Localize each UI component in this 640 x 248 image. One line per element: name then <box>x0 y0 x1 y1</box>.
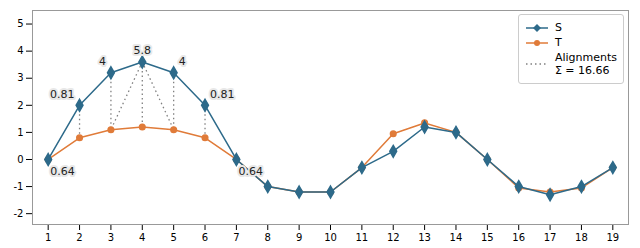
svg-text:2: 2 <box>17 100 23 111</box>
svg-text:6: 6 <box>202 232 208 243</box>
svg-text:11: 11 <box>356 232 369 243</box>
svg-text:10: 10 <box>324 232 337 243</box>
svg-text:3: 3 <box>17 72 23 83</box>
svg-text:13: 13 <box>418 232 431 243</box>
svg-text:5.8: 5.8 <box>134 44 152 57</box>
svg-text:0.81: 0.81 <box>210 88 235 101</box>
svg-text:-1: -1 <box>14 181 24 192</box>
svg-text:0.64: 0.64 <box>238 165 262 178</box>
svg-text:8: 8 <box>265 232 271 243</box>
svg-text:4: 4 <box>17 45 23 56</box>
svg-text:1: 1 <box>17 127 23 138</box>
svg-text:0.81: 0.81 <box>50 88 75 101</box>
svg-text:3: 3 <box>108 232 114 243</box>
svg-text:5: 5 <box>17 18 23 29</box>
svg-text:14: 14 <box>450 232 463 243</box>
html-text:Alignments Σ = 16.66: Alignments Σ = 16.66 <box>554 51 617 77</box>
svg-text:0: 0 <box>17 154 23 165</box>
svg-text:17: 17 <box>544 232 557 243</box>
html-text:S: S <box>554 21 562 34</box>
svg-text:-2: -2 <box>14 208 24 219</box>
svg-text:15: 15 <box>481 232 494 243</box>
svg-text:5: 5 <box>170 232 176 243</box>
svg-text:4: 4 <box>139 232 145 243</box>
svg-text:16: 16 <box>512 232 525 243</box>
svg-text:1: 1 <box>45 232 51 243</box>
svg-text:2: 2 <box>76 232 82 243</box>
svg-text:12: 12 <box>387 232 400 243</box>
svg-text:4: 4 <box>179 55 186 68</box>
svg-text:7: 7 <box>233 232 239 243</box>
svg-text:4: 4 <box>99 55 106 68</box>
svg-text:0.64: 0.64 <box>50 165 75 178</box>
svg-text:19: 19 <box>606 232 619 243</box>
svg-text:18: 18 <box>575 232 588 243</box>
svg-text:9: 9 <box>296 232 302 243</box>
html-text:T: T <box>554 36 562 49</box>
